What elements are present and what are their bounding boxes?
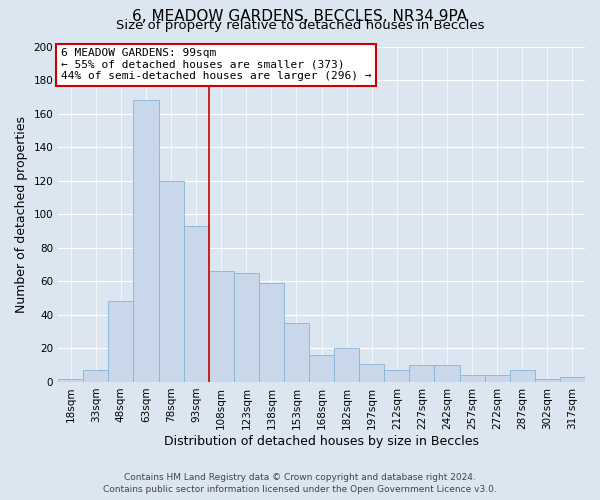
Bar (259, 283, 284, 382)
Bar (133, 100, 158, 382)
Bar (234, 273, 259, 382)
Bar (109, 302, 133, 382)
Bar (209, 272, 234, 382)
Bar (510, 370, 535, 382)
Bar (409, 365, 434, 382)
Bar (334, 348, 359, 382)
Bar (58, 378, 83, 382)
Bar (485, 375, 510, 382)
Text: Contains HM Land Registry data © Crown copyright and database right 2024.
Contai: Contains HM Land Registry data © Crown c… (103, 472, 497, 494)
Bar (460, 375, 485, 382)
Text: Size of property relative to detached houses in Beccles: Size of property relative to detached ho… (116, 19, 484, 32)
X-axis label: Distribution of detached houses by size in Beccles: Distribution of detached houses by size … (164, 434, 479, 448)
Bar (309, 355, 334, 382)
Y-axis label: Number of detached properties: Number of detached properties (15, 116, 28, 312)
Text: 6 MEADOW GARDENS: 99sqm
← 55% of detached houses are smaller (373)
44% of semi-d: 6 MEADOW GARDENS: 99sqm ← 55% of detache… (61, 48, 371, 82)
Bar (83, 370, 109, 382)
Bar (158, 180, 184, 382)
Text: 6, MEADOW GARDENS, BECCLES, NR34 9PA: 6, MEADOW GARDENS, BECCLES, NR34 9PA (133, 9, 467, 24)
Bar (535, 378, 560, 382)
Bar (434, 365, 460, 382)
Bar (359, 364, 385, 382)
Bar (560, 377, 585, 382)
Bar (284, 324, 309, 382)
Bar (385, 370, 409, 382)
Bar (184, 226, 209, 382)
